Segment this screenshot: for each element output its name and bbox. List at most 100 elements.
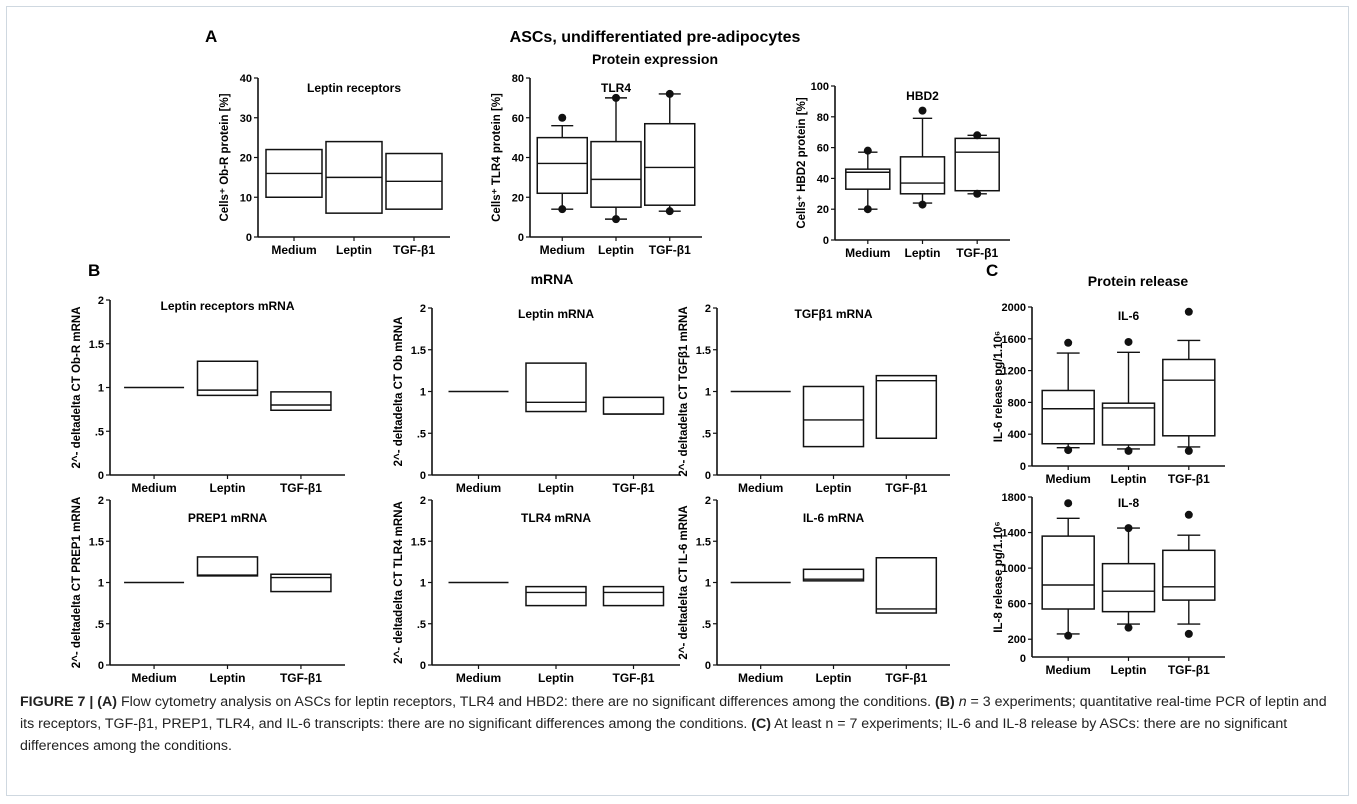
y-tick-label: 1800 (1002, 492, 1026, 504)
x-tick-label: Medium (131, 481, 176, 495)
y-tick-label: 40 (512, 153, 524, 165)
y-tick-label: .5 (95, 426, 104, 438)
y-tick-label: 2000 (1002, 302, 1026, 314)
caption-a-text: Flow cytometry analysis on ASCs for lept… (117, 694, 936, 710)
outlier-point (973, 189, 982, 198)
figure-caption: FIGURE 7 | (A) Flow cytometry analysis o… (20, 691, 1342, 757)
y-tick-label: 1000 (1002, 563, 1026, 575)
y-tick-label: 100 (811, 81, 829, 93)
y-tick-label: 1.5 (89, 339, 104, 351)
box (802, 385, 865, 448)
y-tick-label: 2 (420, 303, 426, 315)
x-tick-label: TGF-β1 (280, 481, 322, 495)
x-tick-label: TGF-β1 (885, 481, 927, 495)
figure-plots: A ASCs, undifferentiated pre-adipocytes … (71, 27, 1225, 685)
outlier-point (1124, 337, 1133, 346)
y-tick-label: 1200 (1002, 366, 1026, 378)
chart-title: Leptin mRNA (518, 307, 594, 321)
x-tick-label: TGF-β1 (393, 243, 435, 257)
box (875, 374, 938, 440)
caption-b-n: n (958, 694, 967, 710)
chart-title: Leptin receptors (307, 81, 401, 95)
x-tick-label: Leptin (816, 671, 852, 685)
panel-title-a: ASCs, undifferentiated pre-adipocytes (510, 29, 801, 46)
y-tick-label: 1.5 (696, 536, 711, 548)
outlier-point (558, 113, 567, 122)
chart-11: 200 600 1000 1400 1800 0 IL-8 release pg/1.10⁶… (993, 492, 1225, 677)
y-tick-label: 0 (246, 232, 252, 244)
chart-title: HBD2 (906, 89, 939, 103)
x-tick-label: Medium (131, 671, 176, 685)
outlier-point (612, 93, 620, 102)
box (845, 168, 891, 190)
outlier-point (1124, 524, 1133, 533)
y-tick-label: 1.5 (696, 345, 711, 357)
chart-9: 0 .5 1 1.5 2 2^- deltadelta CT IL-6 mRNA IL-6 … (678, 495, 950, 685)
y-tick-label: 2 (705, 495, 711, 507)
box (602, 585, 665, 607)
box (196, 556, 259, 577)
y-tick-label: 2 (705, 303, 711, 315)
y-tick-label: .5 (417, 619, 426, 631)
y-tick-label: 800 (1008, 397, 1026, 409)
outlier-point (863, 205, 872, 214)
x-tick-label: TGF-β1 (649, 243, 691, 257)
y-tick-label: 0 (823, 235, 829, 247)
chart-2: 0 20 40 60 80 Cells⁺ TLR4 protein [%] TLR4 Medi… (491, 73, 702, 257)
y-axis-label: Cells⁺ TLR4 protein [%] (491, 93, 503, 222)
box (1162, 358, 1216, 437)
panel-label-b: B (88, 261, 100, 280)
x-tick-label: Leptin (1111, 663, 1147, 677)
chart-8: 0 .5 1 1.5 2 2^- deltadelta CT TLR4 mRNA TLR4 … (393, 495, 680, 685)
box (802, 568, 865, 582)
outlier-point (918, 200, 927, 209)
x-tick-label: Leptin (1111, 472, 1147, 486)
x-tick-label: Medium (738, 481, 783, 495)
box (954, 137, 1000, 192)
box (899, 156, 946, 195)
y-tick-label: 40 (240, 73, 252, 85)
outlier-point (1064, 338, 1073, 347)
y-tick-label: 1 (420, 578, 426, 590)
outlier-point (665, 207, 674, 216)
y-axis-label: 2^- deltadelta CT IL-6 mRNA (678, 505, 690, 659)
outlier-point (558, 205, 567, 214)
y-tick-label: 2 (420, 495, 426, 507)
outlier-point (863, 146, 872, 155)
y-tick-label: 60 (817, 143, 829, 155)
y-tick-label: 0 (705, 470, 711, 482)
chart-title: TLR4 mRNA (521, 511, 591, 525)
caption-fig-label: FIGURE 7 | (20, 694, 98, 710)
y-tick-label: 2 (98, 495, 104, 507)
y-axis-label: 2^- deltadelta CT Ob-R mRNA (71, 307, 83, 469)
x-tick-label: Leptin (210, 671, 246, 685)
x-tick-label: Leptin (816, 481, 852, 495)
chart-title: PREP1 mRNA (188, 511, 268, 525)
x-tick-label: Medium (1046, 472, 1091, 486)
box (536, 136, 588, 195)
x-tick-label: Leptin (336, 243, 372, 257)
y-tick-label: 1 (705, 578, 711, 590)
chart-7: 0 .5 1 1.5 2 2^- deltadelta CT PREP1 mRNA PREP… (71, 495, 345, 685)
x-tick-label: Leptin (598, 243, 634, 257)
chart-title: IL-8 (1118, 496, 1140, 510)
x-tick-label: Medium (271, 243, 316, 257)
x-tick-label: TGF-β1 (1168, 663, 1210, 677)
box (1162, 549, 1216, 601)
chart-6: 0 .5 1 1.5 2 2^- deltadelta CT TGFβ1 mRNA TGFβ… (678, 303, 950, 495)
outlier-point (973, 131, 982, 140)
box (1041, 389, 1095, 445)
panel-subtitle-a: Protein expression (592, 51, 718, 67)
y-tick-label: 1600 (1002, 334, 1026, 346)
caption-c-text: At least n = 7 experiments; IL-6 and IL-… (20, 716, 1288, 754)
x-tick-label: TGF-β1 (885, 671, 927, 685)
box (875, 557, 938, 614)
y-tick-label: 80 (817, 112, 829, 124)
x-tick-label: Leptin (538, 481, 574, 495)
outlier-point (1064, 446, 1073, 455)
x-tick-label: Medium (456, 481, 501, 495)
y-tick-label: 0 (518, 232, 524, 244)
y-tick-label: .5 (95, 619, 104, 631)
